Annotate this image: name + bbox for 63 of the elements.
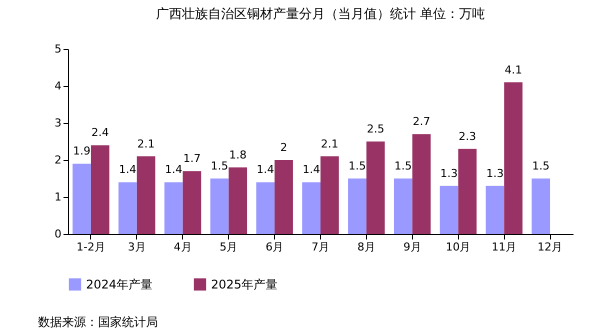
data-label: 2.4 (91, 126, 109, 140)
chart-title: 广西壮族自治区铜材产量分月（当月值）统计 单位：万吨 (156, 7, 486, 22)
data-label: 1.4 (118, 163, 136, 176)
data-label: 4.1 (504, 63, 522, 76)
bar (72, 164, 91, 234)
bar (366, 142, 385, 234)
x-tick-label: 6月 (266, 240, 284, 254)
bar (532, 178, 550, 234)
data-label: 1.4 (164, 163, 182, 176)
bar (90, 145, 110, 234)
data-label: 1.5 (210, 160, 228, 172)
data-label: 1.7 (183, 152, 201, 166)
data-label: 1.5 (394, 160, 412, 172)
bar (118, 182, 137, 234)
x-tick-label: 9月 (403, 240, 422, 254)
x-tick-label: 5月 (220, 240, 238, 254)
x-tick-label: 8月 (357, 240, 376, 254)
bar (486, 186, 504, 234)
data-label: 2.7 (412, 115, 430, 128)
data-label: 2.5 (366, 122, 384, 136)
bar (274, 160, 293, 234)
data-label: 1.4 (256, 163, 274, 176)
bar (210, 178, 229, 234)
x-tick-label: 4月 (174, 240, 192, 254)
bar (182, 171, 202, 234)
x-tick-label: 7月 (312, 240, 330, 254)
x-tick-label: 10月 (446, 240, 471, 254)
y-tick-label: 5 (54, 42, 62, 56)
bar (320, 156, 339, 234)
data-label: 1.5 (532, 160, 550, 172)
legend-label: 2024年产量 (86, 277, 153, 292)
bar (348, 178, 366, 234)
bar (394, 178, 412, 234)
bar (412, 134, 431, 234)
bar (228, 167, 248, 234)
bar (136, 156, 156, 234)
data-label: 1.3 (486, 166, 504, 180)
x-tick-label: 3月 (128, 240, 146, 254)
data-label: 1.3 (440, 166, 458, 180)
legend-label: 2025年产量 (211, 277, 278, 292)
data-label: 2.1 (320, 137, 338, 150)
x-tick-label: 1-2月 (76, 240, 106, 254)
x-tick-label: 12月 (538, 240, 563, 254)
bar (256, 182, 275, 234)
y-tick-label: 1 (54, 190, 62, 204)
y-tick-label: 2 (54, 154, 62, 166)
y-tick-label: 3 (54, 116, 62, 130)
data-label: 1.9 (73, 144, 91, 158)
source-note: 数据来源：国家统计局 (38, 315, 158, 329)
data-label: 1.4 (302, 163, 320, 176)
bar (504, 82, 522, 234)
data-label: 2 (280, 141, 288, 154)
bar (440, 186, 458, 234)
data-label: 2.1 (137, 137, 155, 150)
data-label: 2.3 (458, 130, 476, 143)
x-tick-label: 11月 (492, 240, 517, 254)
y-tick-label: 0 (54, 228, 62, 240)
y-tick-label: 4 (54, 80, 62, 92)
bar (302, 182, 320, 234)
bar (458, 148, 477, 234)
bar (164, 182, 183, 234)
data-label: 1.8 (229, 148, 247, 162)
data-label: 1.5 (348, 160, 366, 172)
